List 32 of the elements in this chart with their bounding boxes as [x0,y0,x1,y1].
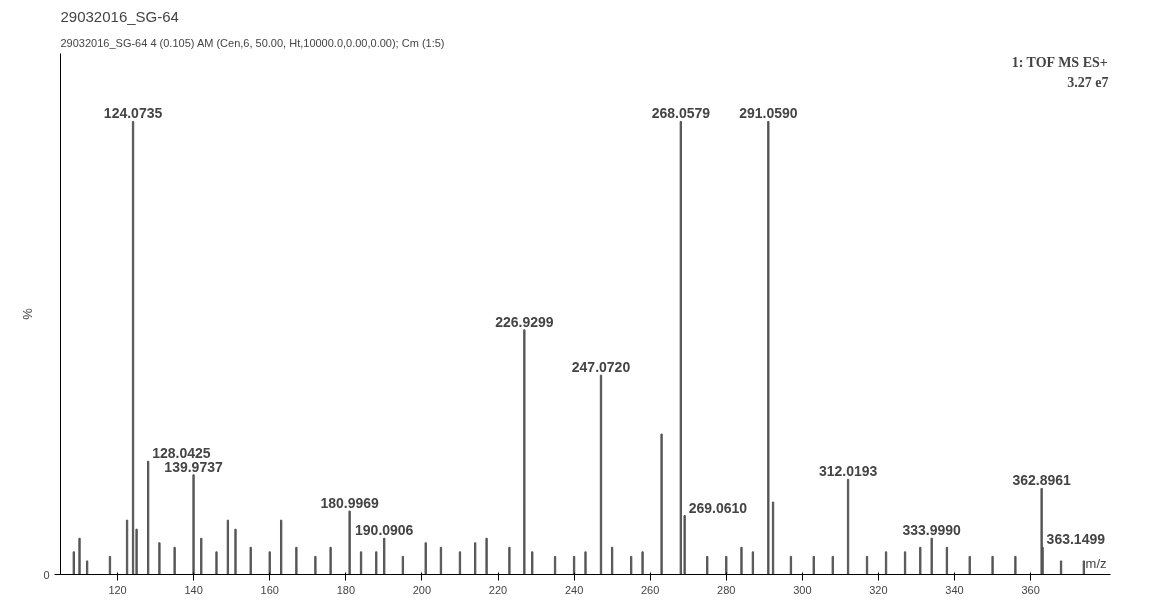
y-axis-title: % [20,307,36,320]
annotation: 226.9299 [495,313,554,330]
x-tick-label: 240 [564,583,584,596]
x-tick-label: 340 [945,583,964,596]
annotation: 362.8961 [1012,472,1072,489]
annotation: 312.0193 [818,463,878,480]
chart-subtitle: 29032016_SG-64 4 (0.105) AM (Cen,6, 50.00, Ht,10000.0,0.00,0.00); Cm (1:5) [60,36,445,49]
x-tick-label: 220 [488,583,508,596]
chart-title: 29032016_SG-64 [60,7,179,25]
annotation: 291.0590 [739,105,798,122]
text: 1: TOF MS ES+ [1011,54,1108,70]
annotation: 190.0906 [355,522,414,539]
x-tick-label: 320 [869,583,888,596]
x-tick-label: 200 [412,583,432,596]
annotation: 247.0720 [571,359,631,376]
annotation: 333.9990 [902,522,962,539]
x-tick-label: 160 [260,583,279,596]
text: 0 [43,568,50,581]
x-tick-label: 260 [641,583,660,596]
x-tick-label: 120 [108,583,127,596]
annotation: 124.0735 [103,105,163,122]
annotation: 268.0579 [651,105,711,122]
annotation: 363.1499 [1046,531,1106,548]
text: 3.27 e7 [1067,74,1109,90]
x-tick-label: 280 [717,583,736,596]
x-axis-title: m/z [1085,555,1107,571]
annotation: 180.9969 [320,495,380,512]
x-tick-label: 180 [336,583,356,596]
x-tick-label: 140 [184,583,203,596]
x-tick-label: 360 [1021,583,1040,596]
annotation: 269.0610 [688,499,748,516]
x-tick-label: 300 [793,583,812,596]
